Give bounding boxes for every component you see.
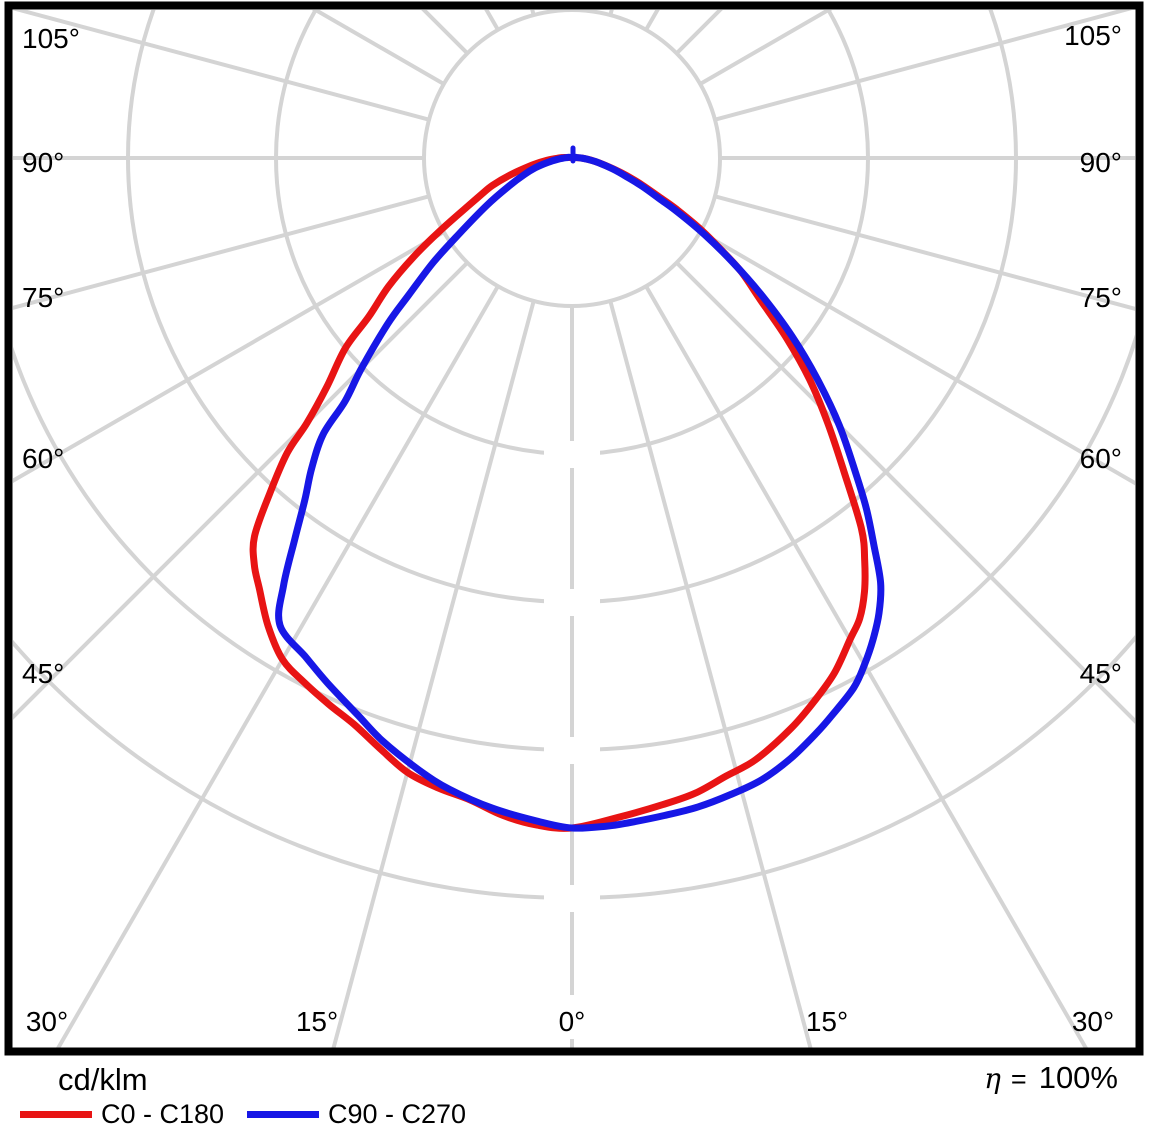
angle-label-bottom-30l: 30° xyxy=(26,1006,68,1037)
curve-c0-c180 xyxy=(249,153,869,832)
grid-radial-line xyxy=(55,285,500,1048)
legend-item-c90-c270: C90 - C270 xyxy=(247,1098,467,1129)
angle-label-left-90: 90° xyxy=(22,147,64,178)
blank-value-box xyxy=(544,441,600,468)
legend-swatch-blue xyxy=(247,1110,319,1118)
nadir-label-gap xyxy=(546,995,598,1039)
angle-label-right-105: 105° xyxy=(1064,20,1122,51)
angle-label-bottom-0: 0° xyxy=(559,1006,586,1037)
blank-value-box xyxy=(544,737,600,764)
eta-value: 100% xyxy=(1038,1060,1118,1095)
angle-label-right-75: 75° xyxy=(1080,282,1122,313)
grid-ring xyxy=(13,333,1135,752)
legend-item-c0-c180: C0 - C180 xyxy=(20,1098,225,1129)
angle-label-left-60: 60° xyxy=(22,443,64,474)
angle-label-left-105: 105° xyxy=(22,23,80,54)
grid-radial-line xyxy=(699,230,1135,486)
grid-radial-line xyxy=(13,230,445,484)
grid-radial-line xyxy=(13,194,430,310)
angle-label-bottom-15r: 15° xyxy=(806,1006,848,1037)
legend-label-c0-c180: C0 - C180 xyxy=(101,1098,225,1129)
grid-radial-line xyxy=(608,300,813,1048)
plot-frame xyxy=(4,1,1144,1056)
angle-label-right-60: 60° xyxy=(1080,443,1122,474)
grid-radial-line xyxy=(644,285,1089,1048)
angle-label-right-45: 45° xyxy=(1080,658,1122,689)
angle-label-right-90: 90° xyxy=(1080,147,1122,178)
eta-equals: = xyxy=(1010,1064,1027,1094)
blank-value-box xyxy=(544,589,600,616)
grid-radial-line xyxy=(331,300,536,1048)
curve-c90-c270 xyxy=(275,153,885,832)
legend-swatch-red xyxy=(20,1110,92,1118)
grid-radial-line xyxy=(13,10,430,122)
legend-label-c90-c270: C90 - C270 xyxy=(328,1098,467,1129)
angle-label-bottom-15l: 15° xyxy=(296,1006,338,1037)
efficiency-label: η = 100% xyxy=(984,1060,1118,1096)
intensity-curves xyxy=(249,145,885,832)
eta-symbol: η xyxy=(984,1062,1001,1095)
grid-radial-line xyxy=(714,10,1133,122)
blank-value-box xyxy=(544,885,600,912)
angle-label-left-75: 75° xyxy=(22,282,64,313)
angle-label-left-45: 45° xyxy=(22,658,64,689)
unit-label: cd/klm xyxy=(58,1062,148,1097)
angle-label-bottom-30r: 30° xyxy=(1072,1006,1114,1037)
grid-radial-line xyxy=(714,194,1135,311)
